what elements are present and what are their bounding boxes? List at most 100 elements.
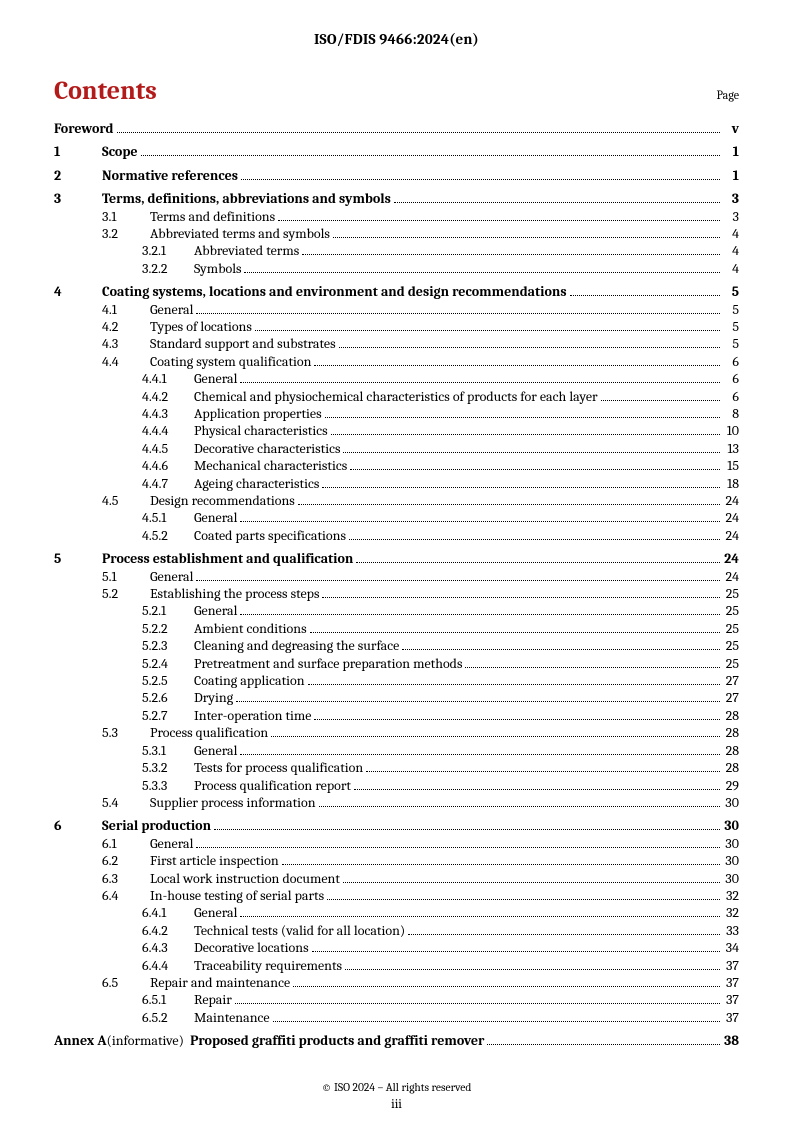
toc-page: 28 (723, 725, 739, 742)
toc-page: 28 (723, 743, 739, 760)
toc-page: 32 (723, 888, 739, 905)
toc-number: 4.4.3 (142, 406, 194, 423)
toc-number: 3 (54, 191, 102, 208)
toc-group: 6.4.2Technical tests (valid for all loca… (54, 922, 739, 939)
toc-group: 5.3.1General28 (54, 742, 739, 759)
toc-number: 5.2.6 (142, 690, 194, 707)
toc-page: 33 (723, 923, 739, 940)
toc-page: 27 (723, 690, 739, 707)
toc-number: 6.4.3 (142, 940, 194, 957)
toc-entry: 6.4.1General32 (54, 904, 739, 921)
toc-entry: 4.1General5 (54, 301, 739, 318)
toc-entry: 5.2.7Inter-operation time 28 (54, 707, 739, 724)
toc-leader (196, 568, 720, 581)
toc-page: 37 (723, 1010, 739, 1027)
toc-entry: 5.3.3Process qualification report29 (54, 777, 739, 794)
toc-page: 32 (723, 905, 739, 922)
toc-leader (325, 405, 720, 418)
toc-page: 28 (723, 708, 739, 725)
toc-title: Proposed graffiti products and graffiti … (190, 1033, 484, 1050)
toc-title: Inter-operation time (194, 708, 311, 725)
toc-number: 6.4.4 (142, 958, 194, 975)
toc-title: General (194, 371, 237, 388)
toc-group: 6.4.3Decorative locations34 (54, 939, 739, 956)
document-header: ISO/FDIS 9466:2024(en) (54, 30, 739, 48)
toc-entry: 6.4.4Traceability requirements37 (54, 957, 739, 974)
toc-entry: 4.4.7Ageing characteristics18 (54, 475, 739, 492)
toc-page: 30 (723, 853, 739, 870)
toc-leader (327, 887, 720, 900)
toc-entry: Forewordv (54, 120, 739, 137)
toc-entry: 4.2Types of locations5 (54, 318, 739, 335)
toc-group: Annex A (informative) Proposed graffiti … (54, 1032, 739, 1049)
toc-page: 25 (723, 603, 739, 620)
toc-page: 6 (723, 371, 739, 388)
toc-entry: 5.3.2Tests for process qualification28 (54, 759, 739, 776)
toc-number: 4.5.1 (142, 510, 194, 527)
toc-leader (271, 724, 720, 737)
contents-title: Contents (54, 76, 157, 106)
toc-group: 4.4.6Mechanical characteristics15 (54, 457, 739, 474)
toc-leader (402, 637, 720, 650)
toc-number: 6.5.1 (142, 992, 194, 1009)
toc-leader (214, 817, 720, 830)
toc-title: Chemical and physiochemical characterist… (194, 389, 598, 406)
toc-page: 27 (723, 673, 739, 690)
toc-group: 4.4.3Application properties8 (54, 405, 739, 422)
toc-title: Coating systems, locations and environme… (102, 284, 567, 301)
toc-leader (312, 939, 720, 952)
toc-page: 18 (723, 476, 739, 493)
toc-title: Establishing the process steps (150, 586, 319, 603)
toc-title: Drying (194, 690, 233, 707)
toc-title: Supplier process information (150, 795, 316, 812)
toc-title: Scope (102, 144, 138, 161)
toc-leader (333, 225, 720, 238)
toc-entry: 3Terms, definitions, abbreviations and s… (54, 190, 739, 207)
toc-group: 5.2.3Cleaning and degreasing the surface… (54, 637, 739, 654)
toc-entry: 5.2.4Pretreatment and surface preparatio… (54, 655, 739, 672)
toc-number: 5.4 (102, 795, 150, 812)
toc-leader (339, 335, 720, 348)
toc-entry: 3.2Abbreviated terms and symbols4 (54, 225, 739, 242)
toc-group: 5.2.2Ambient conditions25 (54, 620, 739, 637)
toc-page: 30 (723, 818, 739, 835)
toc-page: 8 (723, 406, 739, 423)
toc-leader (236, 690, 720, 703)
page-number: iii (0, 1097, 793, 1112)
toc-title: Foreword (54, 121, 114, 138)
toc-title: General (194, 510, 237, 527)
toc-page: 24 (723, 510, 739, 527)
toc-title: Process qualification (150, 725, 268, 742)
toc-entry: 6.5.2Maintenance37 (54, 1009, 739, 1026)
toc-number: 4.3 (102, 336, 150, 353)
toc-title: Technical tests (valid for all location) (194, 923, 405, 940)
toc-number: 6.1 (102, 836, 150, 853)
toc-entry: 5.3.1General28 (54, 742, 739, 759)
toc-number: 4.4.5 (142, 441, 194, 458)
toc-number: 5.2.7 (142, 708, 194, 725)
toc-page: 30 (723, 871, 739, 888)
toc-leader (350, 457, 720, 470)
toc-page: 4 (723, 226, 739, 243)
toc-title: Abbreviated terms and symbols (150, 226, 330, 243)
toc-number: 5 (54, 551, 102, 568)
toc-leader (394, 190, 720, 203)
toc-number: 6.4.2 (142, 923, 194, 940)
toc-page: 28 (723, 760, 739, 777)
toc-page: 5 (723, 302, 739, 319)
toc-leader (196, 835, 720, 848)
toc-number: 5.3 (102, 725, 150, 742)
toc-number: 4.5 (102, 493, 150, 510)
toc-entry: 6.5.1Repair37 (54, 992, 739, 1009)
toc-group: 3.2.1Abbreviated terms4 (54, 242, 739, 259)
toc-page: 29 (723, 778, 739, 795)
toc-leader (117, 120, 720, 133)
toc-entry: 4.5Design recommendations24 (54, 492, 739, 509)
toc-page: 13 (723, 441, 739, 458)
toc-leader (141, 143, 720, 156)
toc-leader (349, 527, 720, 540)
toc-group: 6.5.1Repair37 (54, 992, 739, 1009)
toc-page: 1 (723, 144, 739, 161)
toc-title: Design recommendations (150, 493, 295, 510)
toc-entry: 6.5Repair and maintenance37 (54, 974, 739, 991)
